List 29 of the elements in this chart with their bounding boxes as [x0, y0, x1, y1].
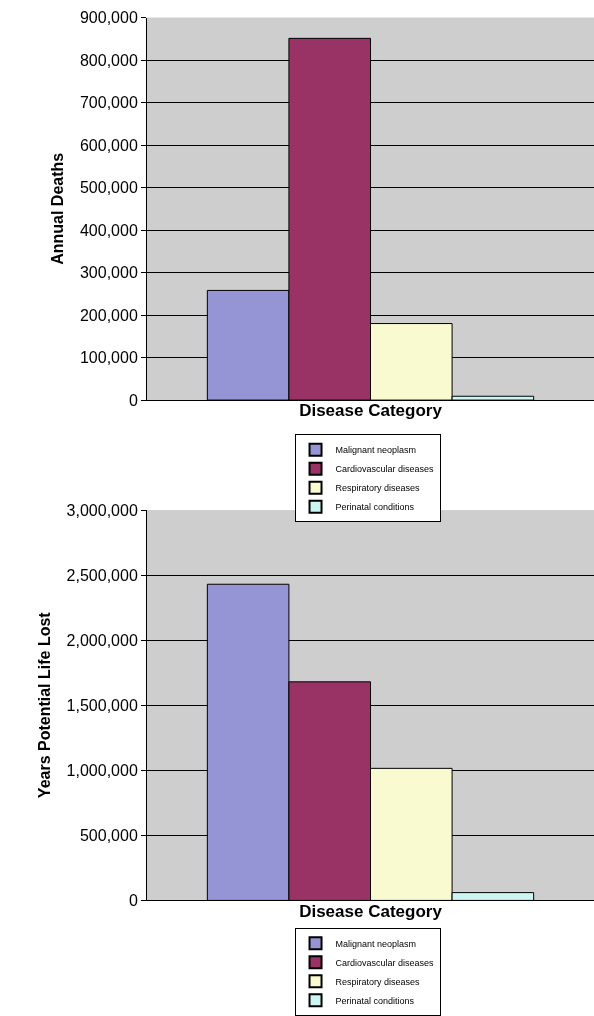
legend-label: Respiratory diseases — [335, 976, 421, 987]
y-tick-label: 700,000 — [79, 94, 138, 112]
y-tick-label: 300,000 — [79, 264, 138, 282]
legend-label: Malignant neoplasm — [335, 445, 417, 456]
y-tick-label: 1,500,000 — [66, 696, 138, 714]
y-tick-label: 400,000 — [79, 221, 138, 239]
y-tick-label: 0 — [128, 892, 138, 910]
legend-label: Perinatal conditions — [335, 995, 415, 1006]
legend-label: Cardiovascular diseases — [335, 957, 435, 968]
y-tick-label: 2,000,000 — [66, 631, 138, 649]
y-tick-label: 800,000 — [79, 51, 138, 69]
y-tick-label: 200,000 — [79, 306, 138, 324]
y-tick-label: 500,000 — [79, 826, 138, 844]
y-tick-label: 2,500,000 — [66, 566, 138, 584]
legend-label: Perinatal conditions — [335, 502, 415, 513]
y-axis-title: Years Potential Life Lost — [35, 611, 53, 799]
legend-label: Respiratory diseases — [335, 483, 421, 494]
y-tick-label: 3,000,000 — [66, 501, 138, 519]
y-tick-label: 0 — [128, 391, 138, 409]
y-tick-label: 500,000 — [79, 179, 138, 197]
y-tick-label: 100,000 — [79, 349, 138, 367]
legend-label: Cardiovascular diseases — [335, 464, 435, 475]
y-axis-title: Annual Deaths — [48, 152, 66, 265]
y-tick-label: 1,000,000 — [66, 761, 138, 779]
y-tick-label: 900,000 — [79, 9, 138, 27]
legend-label: Malignant neoplasm — [335, 938, 417, 949]
x-axis-title: Disease Category — [299, 901, 443, 921]
y-tick-label: 600,000 — [79, 136, 138, 154]
x-axis-title: Disease Category — [299, 401, 443, 421]
